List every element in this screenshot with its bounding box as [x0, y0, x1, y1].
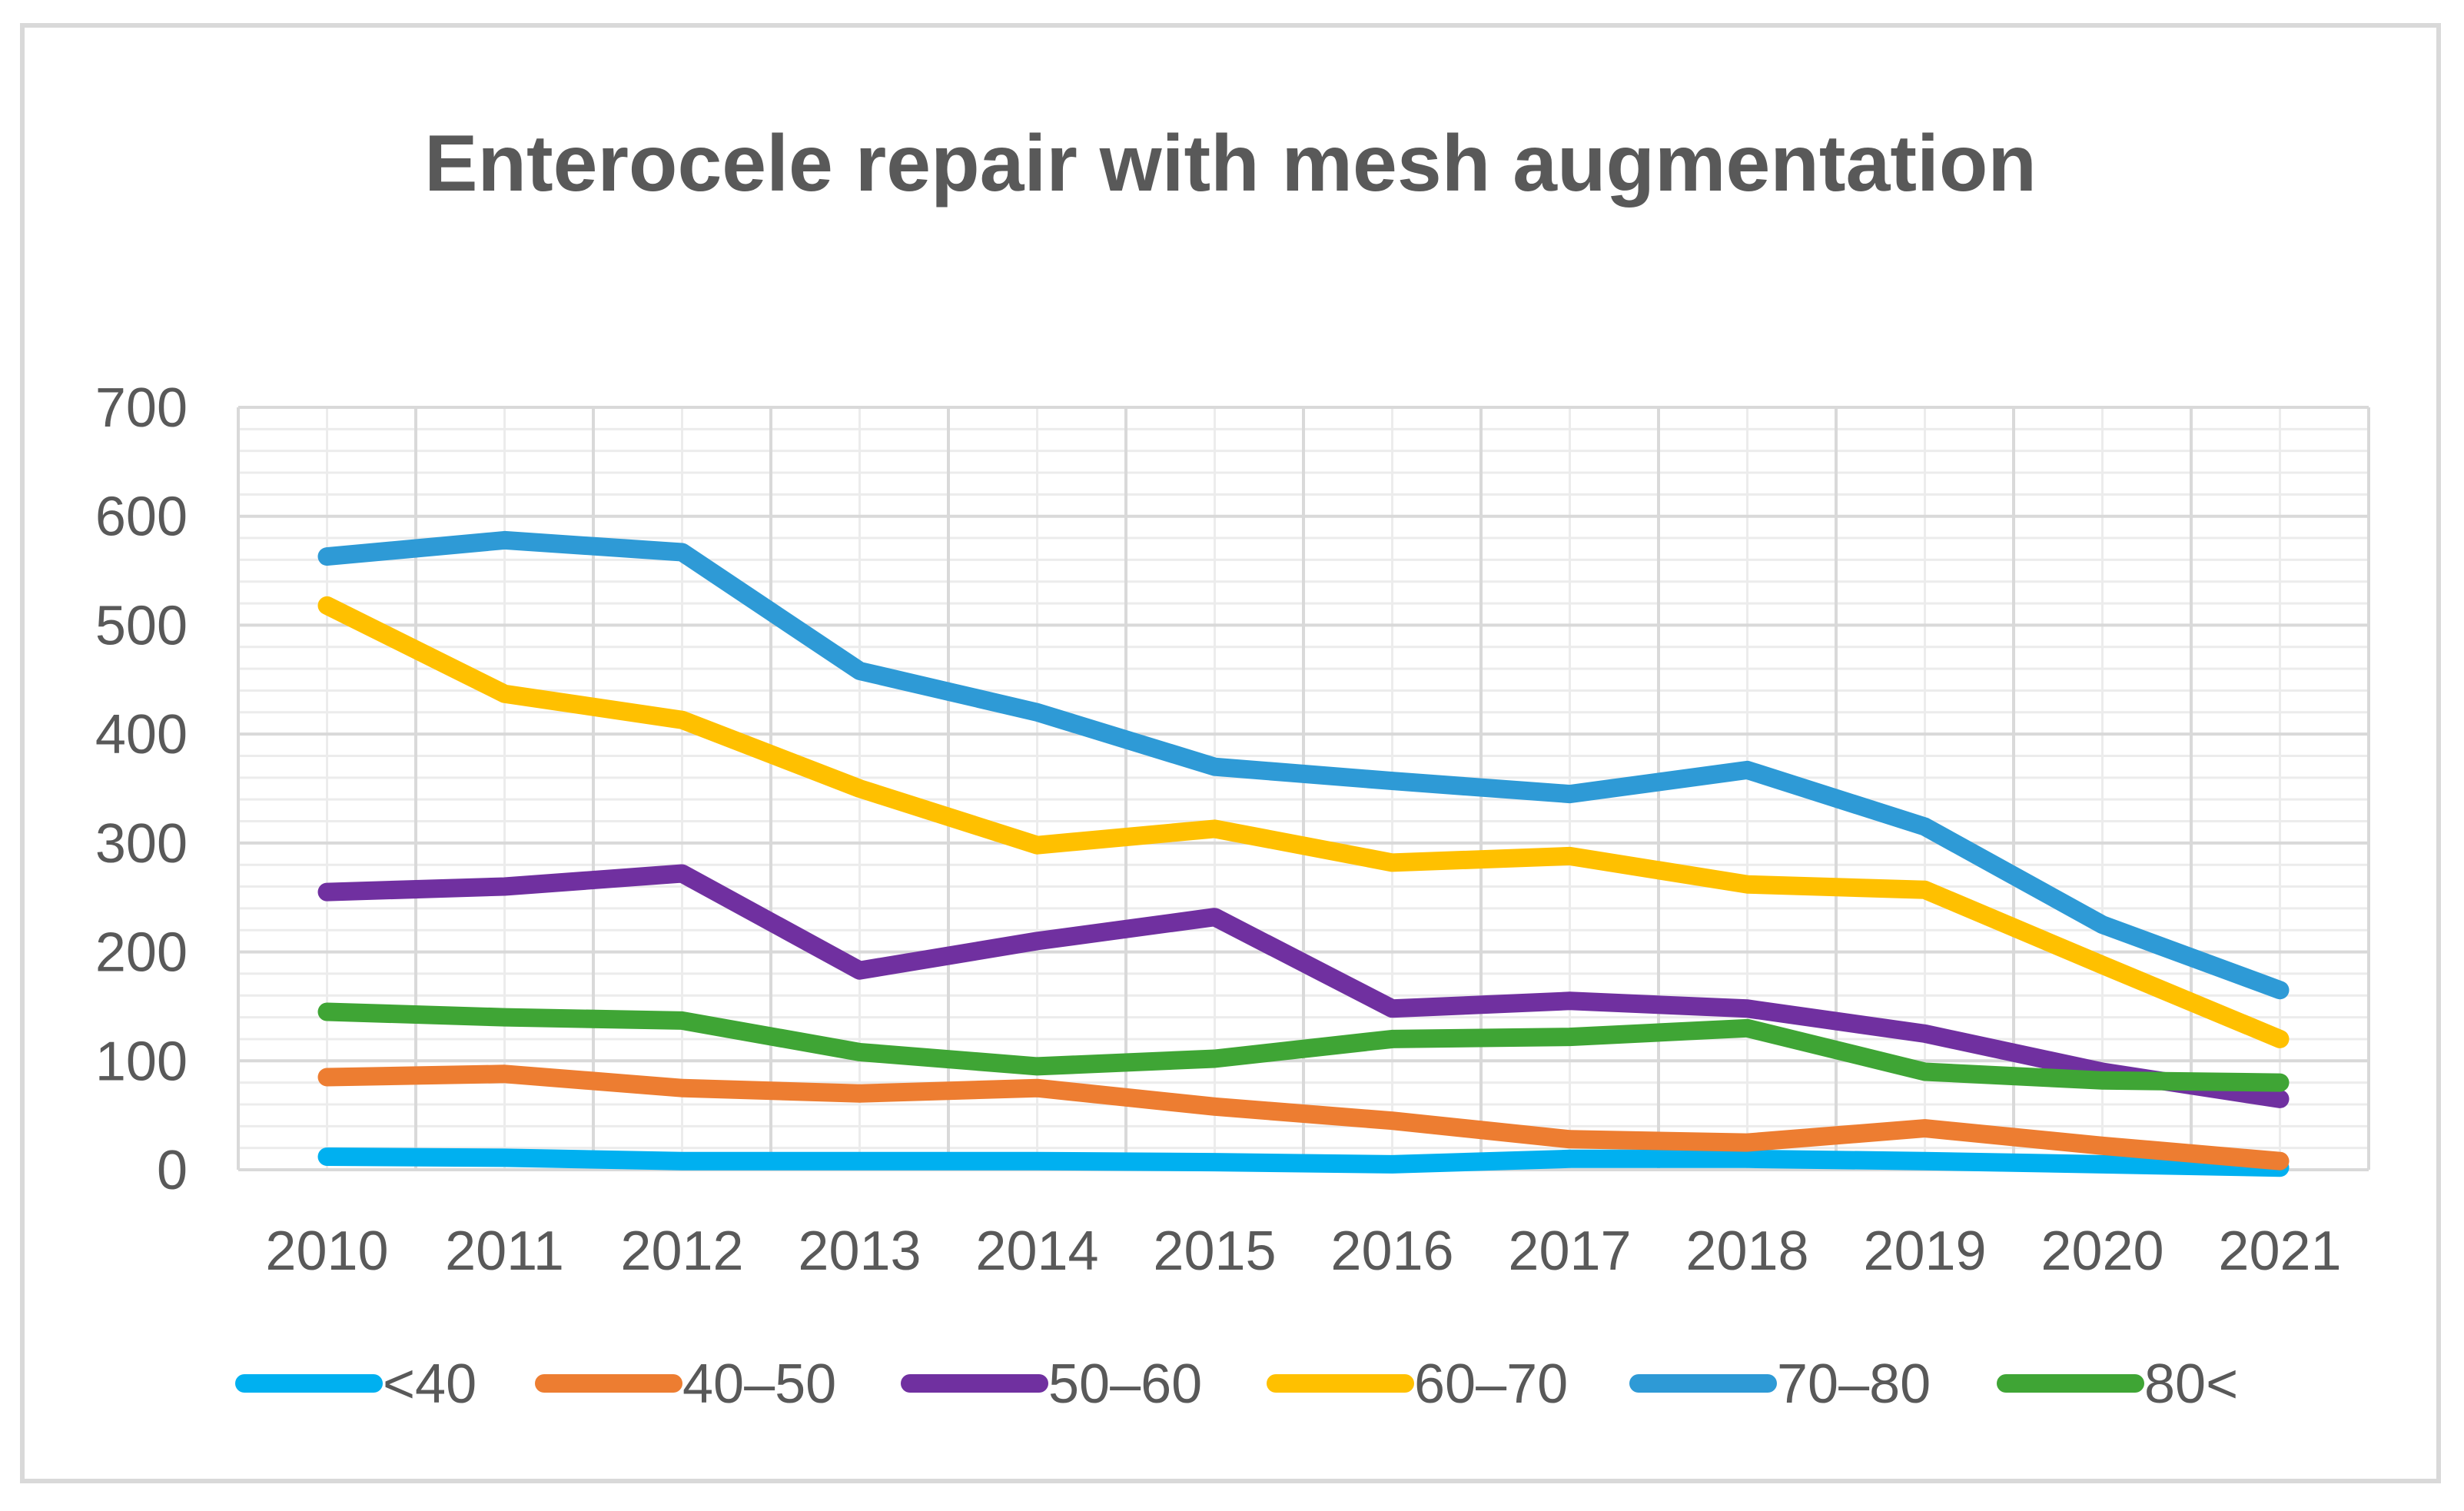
series-line	[317, 596, 2290, 1048]
y-tick-label: 100	[95, 1031, 188, 1092]
x-tick-label: 2021	[2218, 1220, 2341, 1282]
series-line	[317, 864, 2290, 1108]
x-tick-label: 2017	[1508, 1220, 1631, 1282]
legend-label: 70–80	[1777, 1353, 1931, 1415]
chart-title: Enterocele repair with mesh augmentation	[424, 119, 2037, 208]
x-tick-label: 2014	[975, 1220, 1098, 1282]
legend-label: 40–50	[682, 1353, 836, 1415]
x-tick-label: 2015	[1153, 1220, 1276, 1282]
legend-label: 50–60	[1048, 1353, 1202, 1415]
y-tick-label: 200	[95, 922, 188, 984]
y-tick-label: 400	[95, 704, 188, 765]
x-tick-label: 2019	[1863, 1220, 1986, 1282]
y-tick-label: 300	[95, 813, 188, 875]
legend-label: 60–70	[1414, 1353, 1568, 1415]
series-line	[317, 1147, 2290, 1177]
y-tick-label: 500	[95, 595, 188, 656]
x-tick-label: 2018	[1685, 1220, 1808, 1282]
x-tick-label: 2016	[1330, 1220, 1453, 1282]
series-line	[317, 530, 2290, 1000]
y-tick-label: 700	[95, 377, 188, 439]
x-tick-label: 2010	[265, 1220, 388, 1282]
x-tick-label: 2020	[2041, 1220, 2163, 1282]
x-tick-label: 2013	[798, 1220, 921, 1282]
chart-frame: Enterocele repair with mesh augmentation	[20, 23, 2441, 1483]
series-line	[317, 1064, 2290, 1171]
legend-label: 80<	[2144, 1353, 2238, 1415]
y-tick-label: 0	[157, 1140, 188, 1201]
y-tick-label: 600	[95, 487, 188, 548]
series-line	[317, 1002, 2290, 1092]
legend-label: <40	[383, 1353, 477, 1415]
x-tick-label: 2012	[620, 1220, 743, 1282]
x-tick-label: 2011	[445, 1220, 564, 1282]
